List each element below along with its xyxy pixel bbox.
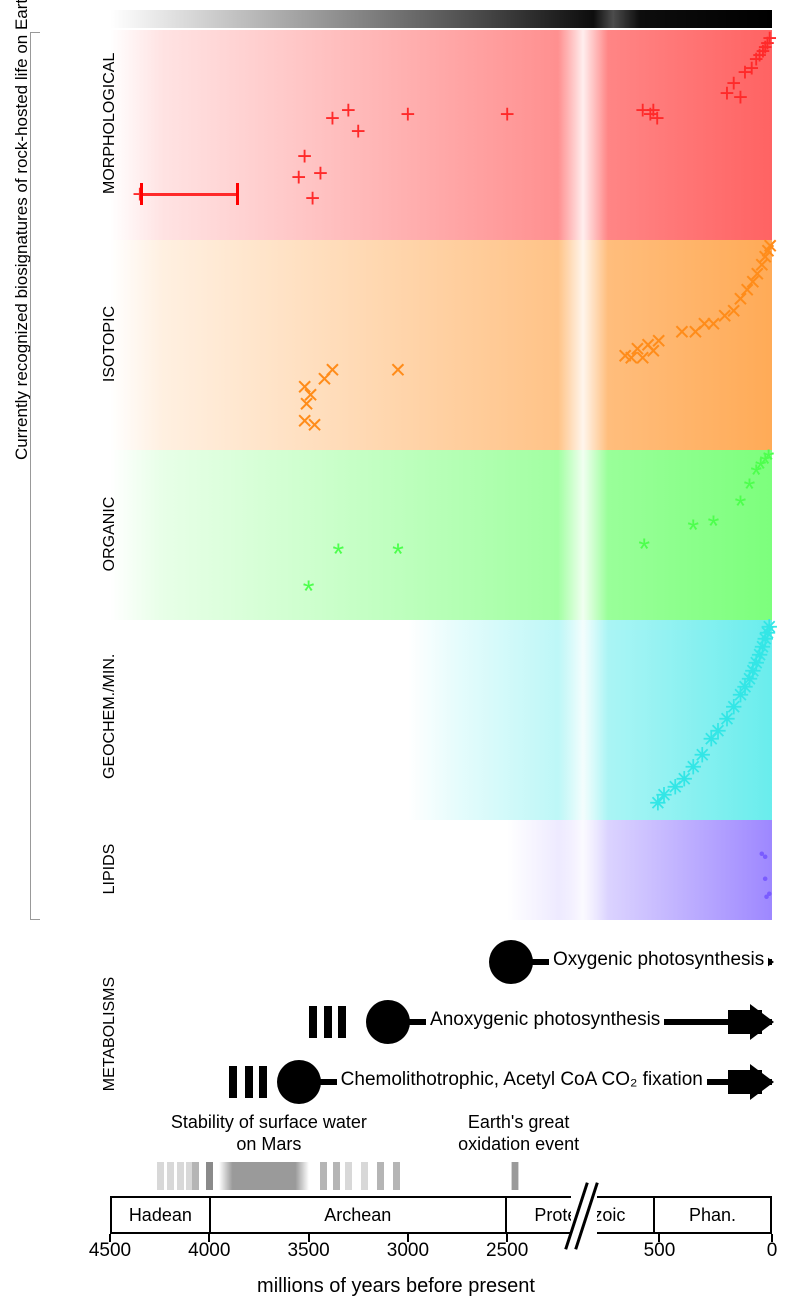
data-point: ✳ <box>761 618 778 638</box>
x-axis-title: millions of years before present <box>0 1275 792 1298</box>
event-tick <box>177 1162 184 1190</box>
data-point: × <box>324 356 340 384</box>
category-label-geochem: GEOCHEM./MIN. <box>101 659 119 779</box>
event-tick <box>333 1162 340 1190</box>
data-point: + <box>400 101 415 127</box>
data-point: • <box>766 887 772 903</box>
band-isotopic <box>110 240 772 450</box>
x-tick-label: 4500 <box>89 1240 131 1262</box>
data-point: + <box>325 105 340 131</box>
y-axis-title: Currently recognized biosignatures of ro… <box>12 0 32 460</box>
data-point: + <box>733 84 748 110</box>
metabolism-dashed-tick <box>309 1006 317 1038</box>
x-tick-label: 2500 <box>486 1240 528 1262</box>
x-tick-label: 3000 <box>387 1240 429 1262</box>
event-label: oxidation event <box>379 1134 659 1155</box>
event-tick <box>167 1162 174 1190</box>
band-organic <box>110 450 772 620</box>
category-label-organic: ORGANIC <box>101 474 119 594</box>
axis-break-mark <box>569 1181 599 1251</box>
metabolism-thick-tail <box>728 1010 762 1034</box>
event-tick <box>377 1162 384 1190</box>
data-point: + <box>500 101 515 127</box>
data-point: × <box>306 411 322 439</box>
x-tick <box>308 1234 310 1242</box>
metabolism-dashed-tick <box>338 1006 346 1038</box>
metabolism-label: Chemolithotrophic, Acetyl CoA CO₂ fixati… <box>337 1068 707 1092</box>
data-point: + <box>297 143 312 169</box>
x-tick <box>771 1234 773 1242</box>
event-band <box>219 1162 308 1190</box>
data-point: + <box>762 25 777 51</box>
era-cell: Hadean <box>112 1198 211 1232</box>
event-tick <box>206 1162 213 1190</box>
data-point: * <box>687 516 699 546</box>
x-tick <box>658 1234 660 1242</box>
data-point: * <box>303 577 315 607</box>
data-point: + <box>313 160 328 186</box>
y-axis-bracket-main <box>30 32 40 920</box>
data-point: + <box>305 185 320 211</box>
data-point: + <box>650 105 665 131</box>
x-tick <box>208 1234 210 1242</box>
metabolism-row: Anoxygenic photosynthesis <box>0 1010 792 1054</box>
x-tick <box>407 1234 409 1242</box>
metabolism-thick-tail <box>728 1070 762 1094</box>
metabolism-row: Oxygenic photosynthesis <box>0 950 792 994</box>
event-tick <box>345 1162 352 1190</box>
category-label-isotopic: ISOTOPIC <box>101 284 119 404</box>
event-label: on Mars <box>129 1134 409 1155</box>
band-lipids <box>110 820 772 920</box>
axis-break-wash <box>558 30 608 920</box>
metabolism-label: Oxygenic photosynthesis <box>549 948 768 972</box>
x-tick-label: 4000 <box>188 1240 230 1262</box>
event-tick <box>320 1162 327 1190</box>
event-band <box>511 1162 519 1190</box>
data-point: × <box>296 373 312 401</box>
event-tick <box>157 1162 164 1190</box>
era-cell: Archean <box>211 1198 507 1232</box>
data-point: + <box>351 118 366 144</box>
chart-container: Currently recognized biosignatures of ro… <box>0 0 792 1316</box>
metabolism-dashed-tick <box>229 1066 237 1098</box>
data-point: × <box>390 356 406 384</box>
data-point: × <box>762 232 778 260</box>
event-label: Stability of surface water <box>129 1112 409 1133</box>
metabolism-label: Anoxygenic photosynthesis <box>426 1008 664 1032</box>
x-tick-label: 500 <box>644 1240 676 1262</box>
data-point: * <box>392 540 404 570</box>
data-point: * <box>763 446 775 476</box>
event-label: Earth's great <box>379 1112 659 1133</box>
metabolism-origin-circle <box>366 1000 410 1044</box>
x-tick-label: 3500 <box>287 1240 329 1262</box>
metabolism-dashed-tick <box>324 1006 332 1038</box>
metabolism-dashed-tick <box>259 1066 267 1098</box>
top-indicator-bar <box>110 10 772 28</box>
x-tick <box>109 1234 111 1242</box>
data-point: × <box>651 327 667 355</box>
data-point: • <box>762 850 768 866</box>
metabolism-dashed-tick <box>245 1066 253 1098</box>
category-label-lipids: LIPIDS <box>101 809 119 929</box>
era-cell: Phan. <box>655 1198 770 1232</box>
band-morphological <box>110 30 772 240</box>
event-tick <box>393 1162 400 1190</box>
data-point: * <box>708 512 720 542</box>
event-tick <box>192 1162 199 1190</box>
x-tick <box>506 1234 508 1242</box>
data-point: * <box>638 535 650 565</box>
metabolism-row: Chemolithotrophic, Acetyl CoA CO₂ fixati… <box>0 1070 792 1114</box>
era-frame: HadeanArcheanProterozoicPhan. <box>110 1196 772 1234</box>
category-label-morphological: MORPHOLOGICAL <box>101 74 119 194</box>
range-bar <box>140 193 239 196</box>
data-point: * <box>333 540 345 570</box>
x-tick-label: 0 <box>767 1240 778 1262</box>
metabolism-origin-circle <box>489 940 533 984</box>
event-tick <box>361 1162 368 1190</box>
metabolism-origin-circle <box>277 1060 321 1104</box>
